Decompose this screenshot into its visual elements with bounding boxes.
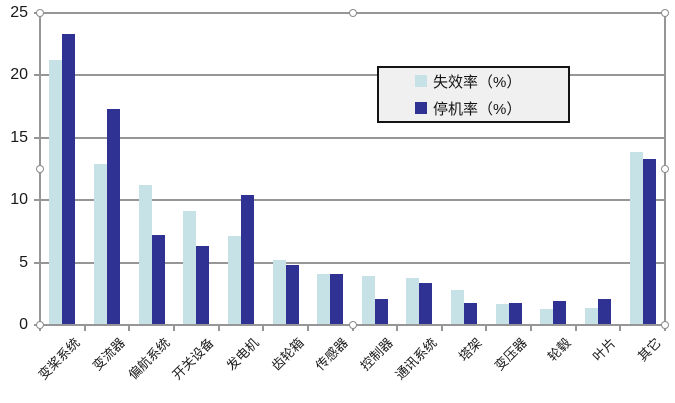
y-tick-label: 25 bbox=[10, 4, 28, 21]
x-category-label: 叶片 bbox=[589, 335, 619, 365]
bar-downtime-rate[interactable] bbox=[553, 301, 567, 325]
bar-downtime-rate[interactable] bbox=[106, 109, 120, 325]
bar-failure-rate[interactable] bbox=[93, 164, 107, 325]
x-axis-tick bbox=[262, 326, 265, 331]
bar-downtime-rate[interactable] bbox=[240, 195, 254, 325]
x-axis-tick bbox=[574, 326, 577, 331]
bar-failure-rate[interactable] bbox=[629, 151, 643, 325]
bar-failure-rate[interactable] bbox=[183, 211, 197, 325]
bar-downtime-rate[interactable] bbox=[464, 302, 478, 325]
legend[interactable]: 失效率（%） 停机率（%） bbox=[377, 66, 570, 123]
y-axis-tick bbox=[34, 136, 40, 139]
y-tick-label: 10 bbox=[10, 191, 28, 209]
legend-swatch-downtime-rate-icon bbox=[415, 102, 427, 114]
y-axis-tick bbox=[34, 74, 40, 77]
selection-handle[interactable] bbox=[348, 9, 357, 17]
x-category-label: 变压器 bbox=[491, 335, 530, 374]
x-axis-tick bbox=[485, 326, 488, 331]
x-category-label: 其它 bbox=[634, 335, 664, 365]
gridline bbox=[40, 136, 665, 139]
bar-failure-rate[interactable] bbox=[272, 260, 286, 325]
x-category-label: 控制器 bbox=[357, 335, 396, 374]
selection-handle[interactable] bbox=[348, 321, 357, 329]
y-axis-tick bbox=[34, 261, 40, 264]
legend-label-failure-rate: 失效率（%） bbox=[433, 73, 522, 91]
x-axis-tick bbox=[306, 326, 309, 331]
bar-downtime-rate[interactable] bbox=[642, 159, 656, 325]
bar-failure-rate[interactable] bbox=[451, 290, 465, 325]
legend-item-failure-rate[interactable]: 失效率（%） bbox=[415, 71, 568, 92]
bar-downtime-rate[interactable] bbox=[330, 273, 344, 325]
x-category-label: 通讯系统 bbox=[392, 335, 441, 383]
x-category-label: 发电机 bbox=[223, 335, 262, 374]
bar-downtime-rate[interactable] bbox=[419, 282, 433, 325]
x-category-label: 传感器 bbox=[312, 335, 351, 374]
bar-downtime-rate[interactable] bbox=[508, 302, 522, 325]
selection-handle[interactable] bbox=[36, 9, 44, 17]
selection-handle[interactable] bbox=[36, 321, 44, 329]
selection-handle[interactable] bbox=[661, 9, 669, 17]
selection-handle[interactable] bbox=[661, 165, 669, 173]
y-tick-label: 5 bbox=[19, 253, 28, 271]
gridline bbox=[40, 199, 665, 202]
gridline bbox=[40, 74, 665, 77]
gridline bbox=[40, 261, 665, 264]
bar-failure-rate[interactable] bbox=[361, 276, 375, 325]
bar-downtime-rate[interactable] bbox=[151, 235, 165, 325]
legend-item-downtime-rate[interactable]: 停机率（%） bbox=[415, 98, 568, 119]
bar-downtime-rate[interactable] bbox=[598, 298, 612, 325]
x-category-label: 变桨系统 bbox=[35, 335, 84, 383]
bar-failure-rate[interactable] bbox=[540, 308, 554, 325]
bar-downtime-rate[interactable] bbox=[62, 34, 76, 325]
bar-failure-rate[interactable] bbox=[138, 185, 152, 325]
bar-failure-rate[interactable] bbox=[227, 236, 241, 325]
y-tick-label: 0 bbox=[19, 316, 28, 333]
legend-label-downtime-rate: 停机率（%） bbox=[433, 100, 522, 118]
x-axis-tick bbox=[396, 326, 399, 331]
selection-handle[interactable] bbox=[36, 165, 44, 173]
bar-downtime-rate[interactable] bbox=[374, 298, 388, 325]
x-category-label: 塔架 bbox=[455, 335, 485, 365]
x-category-label: 轮毂 bbox=[545, 335, 575, 365]
legend-swatch-failure-rate-icon bbox=[415, 75, 427, 87]
x-axis-tick bbox=[530, 326, 533, 331]
x-axis-tick bbox=[619, 326, 622, 331]
y-tick-label: 15 bbox=[10, 128, 28, 146]
bar-failure-rate[interactable] bbox=[49, 60, 63, 325]
x-axis-tick bbox=[83, 326, 86, 331]
x-category-label: 偏航系统 bbox=[124, 335, 173, 383]
x-axis-tick bbox=[440, 326, 443, 331]
x-axis-tick bbox=[128, 326, 131, 331]
selection-handle[interactable] bbox=[661, 321, 669, 329]
bar-downtime-rate[interactable] bbox=[285, 265, 299, 325]
y-tick-label: 20 bbox=[10, 66, 28, 84]
x-category-label: 开关设备 bbox=[169, 335, 217, 383]
bar-failure-rate[interactable] bbox=[495, 303, 509, 325]
y-axis-tick bbox=[34, 199, 40, 202]
x-category-label: 齿轮箱 bbox=[268, 335, 307, 374]
bar-failure-rate[interactable] bbox=[406, 277, 420, 325]
x-axis-tick bbox=[217, 326, 220, 331]
bar-failure-rate[interactable] bbox=[317, 273, 331, 325]
bar-downtime-rate[interactable] bbox=[196, 246, 210, 325]
x-category-label: 变流器 bbox=[89, 335, 128, 374]
bar-failure-rate[interactable] bbox=[585, 307, 599, 325]
x-axis-tick bbox=[172, 326, 175, 331]
